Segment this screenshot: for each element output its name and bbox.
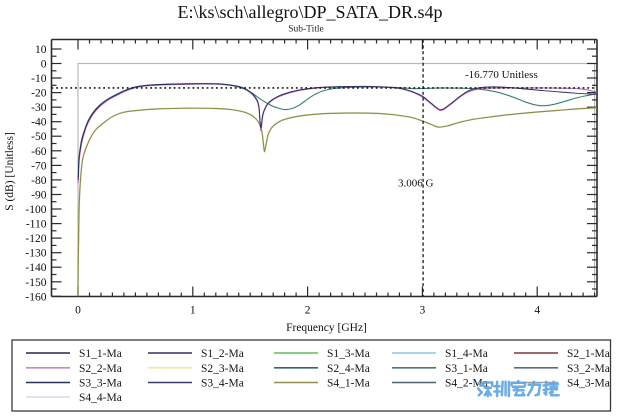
svg-text:-50: -50: [31, 131, 47, 143]
svg-text:S3_4-Ma: S3_4-Ma: [201, 378, 244, 390]
svg-text:3: 3: [420, 305, 426, 317]
svg-text:S1_3-Ma: S1_3-Ma: [327, 348, 370, 360]
svg-text:-40: -40: [31, 117, 47, 129]
svg-text:-140: -140: [25, 262, 46, 274]
svg-text:S1_2-Ma: S1_2-Ma: [201, 348, 244, 360]
svg-text:-90: -90: [31, 190, 47, 202]
svg-text:-10: -10: [31, 73, 47, 85]
svg-text:E:\ks\sch\allegro\DP_SATA_DR.s: E:\ks\sch\allegro\DP_SATA_DR.s4p: [177, 2, 442, 22]
svg-text:2: 2: [305, 305, 311, 317]
svg-text:-110: -110: [26, 219, 47, 231]
svg-text:-16.770 Unitless: -16.770 Unitless: [465, 69, 538, 81]
svg-text:S4_2-Ma: S4_2-Ma: [445, 378, 488, 390]
svg-text:-130: -130: [25, 248, 46, 260]
svg-text:0: 0: [41, 59, 47, 71]
svg-text:-160: -160: [25, 291, 46, 303]
svg-text:1: 1: [190, 305, 196, 317]
svg-text:S2_4-Ma: S2_4-Ma: [327, 363, 370, 375]
svg-text:-150: -150: [25, 277, 46, 289]
svg-text:-80: -80: [31, 175, 47, 187]
svg-text:S2_3-Ma: S2_3-Ma: [201, 363, 244, 375]
svg-text:-20: -20: [31, 88, 47, 100]
svg-text:-70: -70: [31, 160, 47, 172]
svg-text:4: 4: [534, 305, 540, 317]
svg-text:-60: -60: [31, 146, 47, 158]
svg-text:S4_3-Ma: S4_3-Ma: [567, 378, 610, 390]
svg-text:Frequency [GHz]: Frequency [GHz]: [286, 322, 367, 334]
svg-text:3.006 G: 3.006 G: [398, 178, 434, 190]
svg-text:0: 0: [75, 305, 81, 317]
svg-text:S2_1-Ma: S2_1-Ma: [567, 348, 610, 360]
svg-text:S4_1-Ma: S4_1-Ma: [327, 378, 370, 390]
svg-text:-120: -120: [25, 233, 46, 245]
svg-text:S (dB) [Unitless]: S (dB) [Unitless]: [4, 132, 16, 211]
svg-text:-30: -30: [31, 102, 47, 114]
svg-text:S2_2-Ma: S2_2-Ma: [79, 363, 122, 375]
svg-text:S3_2-Ma: S3_2-Ma: [567, 363, 610, 375]
svg-text:10: 10: [35, 44, 47, 56]
svg-text:S3_3-Ma: S3_3-Ma: [79, 378, 122, 390]
svg-text:S4_4-Ma: S4_4-Ma: [79, 392, 122, 404]
svg-text:S1_1-Ma: S1_1-Ma: [79, 348, 122, 360]
svg-text:S3_1-Ma: S3_1-Ma: [445, 363, 488, 375]
svg-text:Sub-Title: Sub-Title: [288, 25, 324, 35]
svg-text:S1_4-Ma: S1_4-Ma: [445, 348, 488, 360]
svg-text:-100: -100: [25, 204, 46, 216]
